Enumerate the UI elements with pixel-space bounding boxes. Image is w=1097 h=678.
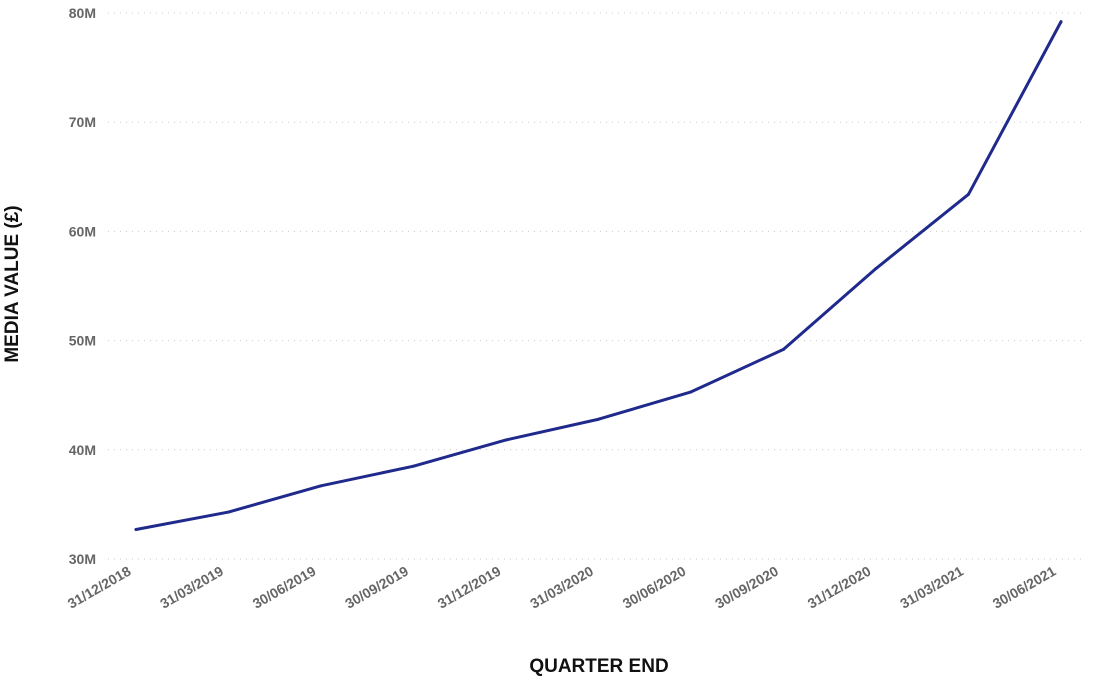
y-axis-ticks: 80M 70M 60M 50M 40M 30M — [69, 5, 96, 567]
data-point — [412, 464, 415, 468]
x-tick-label: 31/03/2019 — [157, 563, 226, 612]
data-point — [597, 417, 600, 421]
y-tick-label: 50M — [69, 333, 96, 349]
data-point — [874, 267, 878, 271]
y-tick-label: 70M — [69, 114, 96, 130]
data-point — [504, 438, 508, 442]
y-tick-label: 80M — [69, 5, 96, 21]
y-tick-label: 30M — [69, 551, 96, 567]
x-tick-label: 30/09/2020 — [712, 563, 781, 612]
gridlines — [108, 12, 1082, 560]
series-line — [134, 20, 1063, 532]
x-tick-label: 31/03/2020 — [527, 563, 596, 612]
y-axis-title: MEDIA VALUE (£) — [2, 205, 23, 362]
data-point — [319, 484, 323, 488]
x-tick-label: 31/12/2019 — [435, 563, 504, 612]
data-point — [134, 528, 138, 532]
data-point — [227, 510, 230, 514]
data-point — [1059, 20, 1063, 24]
data-point — [967, 192, 970, 196]
y-tick-label: 40M — [69, 442, 96, 458]
data-point — [689, 390, 693, 394]
x-axis-title: QUARTER END — [529, 656, 668, 677]
x-axis-ticks: 31/12/2018 31/03/2019 30/06/2019 30/09/2019… — [65, 563, 1059, 612]
y-tick-label: 60M — [69, 223, 96, 239]
data-point — [782, 347, 785, 351]
x-tick-label: 30/06/2021 — [990, 563, 1059, 612]
x-tick-label: 31/12/2018 — [65, 563, 134, 612]
x-tick-label: 31/03/2021 — [897, 563, 966, 612]
x-tick-label: 30/06/2020 — [620, 563, 689, 612]
x-tick-label: 30/09/2019 — [342, 563, 411, 612]
series-layer — [134, 20, 1063, 532]
x-tick-label: 31/12/2020 — [805, 563, 874, 612]
x-tick-label: 30/06/2019 — [250, 563, 319, 612]
